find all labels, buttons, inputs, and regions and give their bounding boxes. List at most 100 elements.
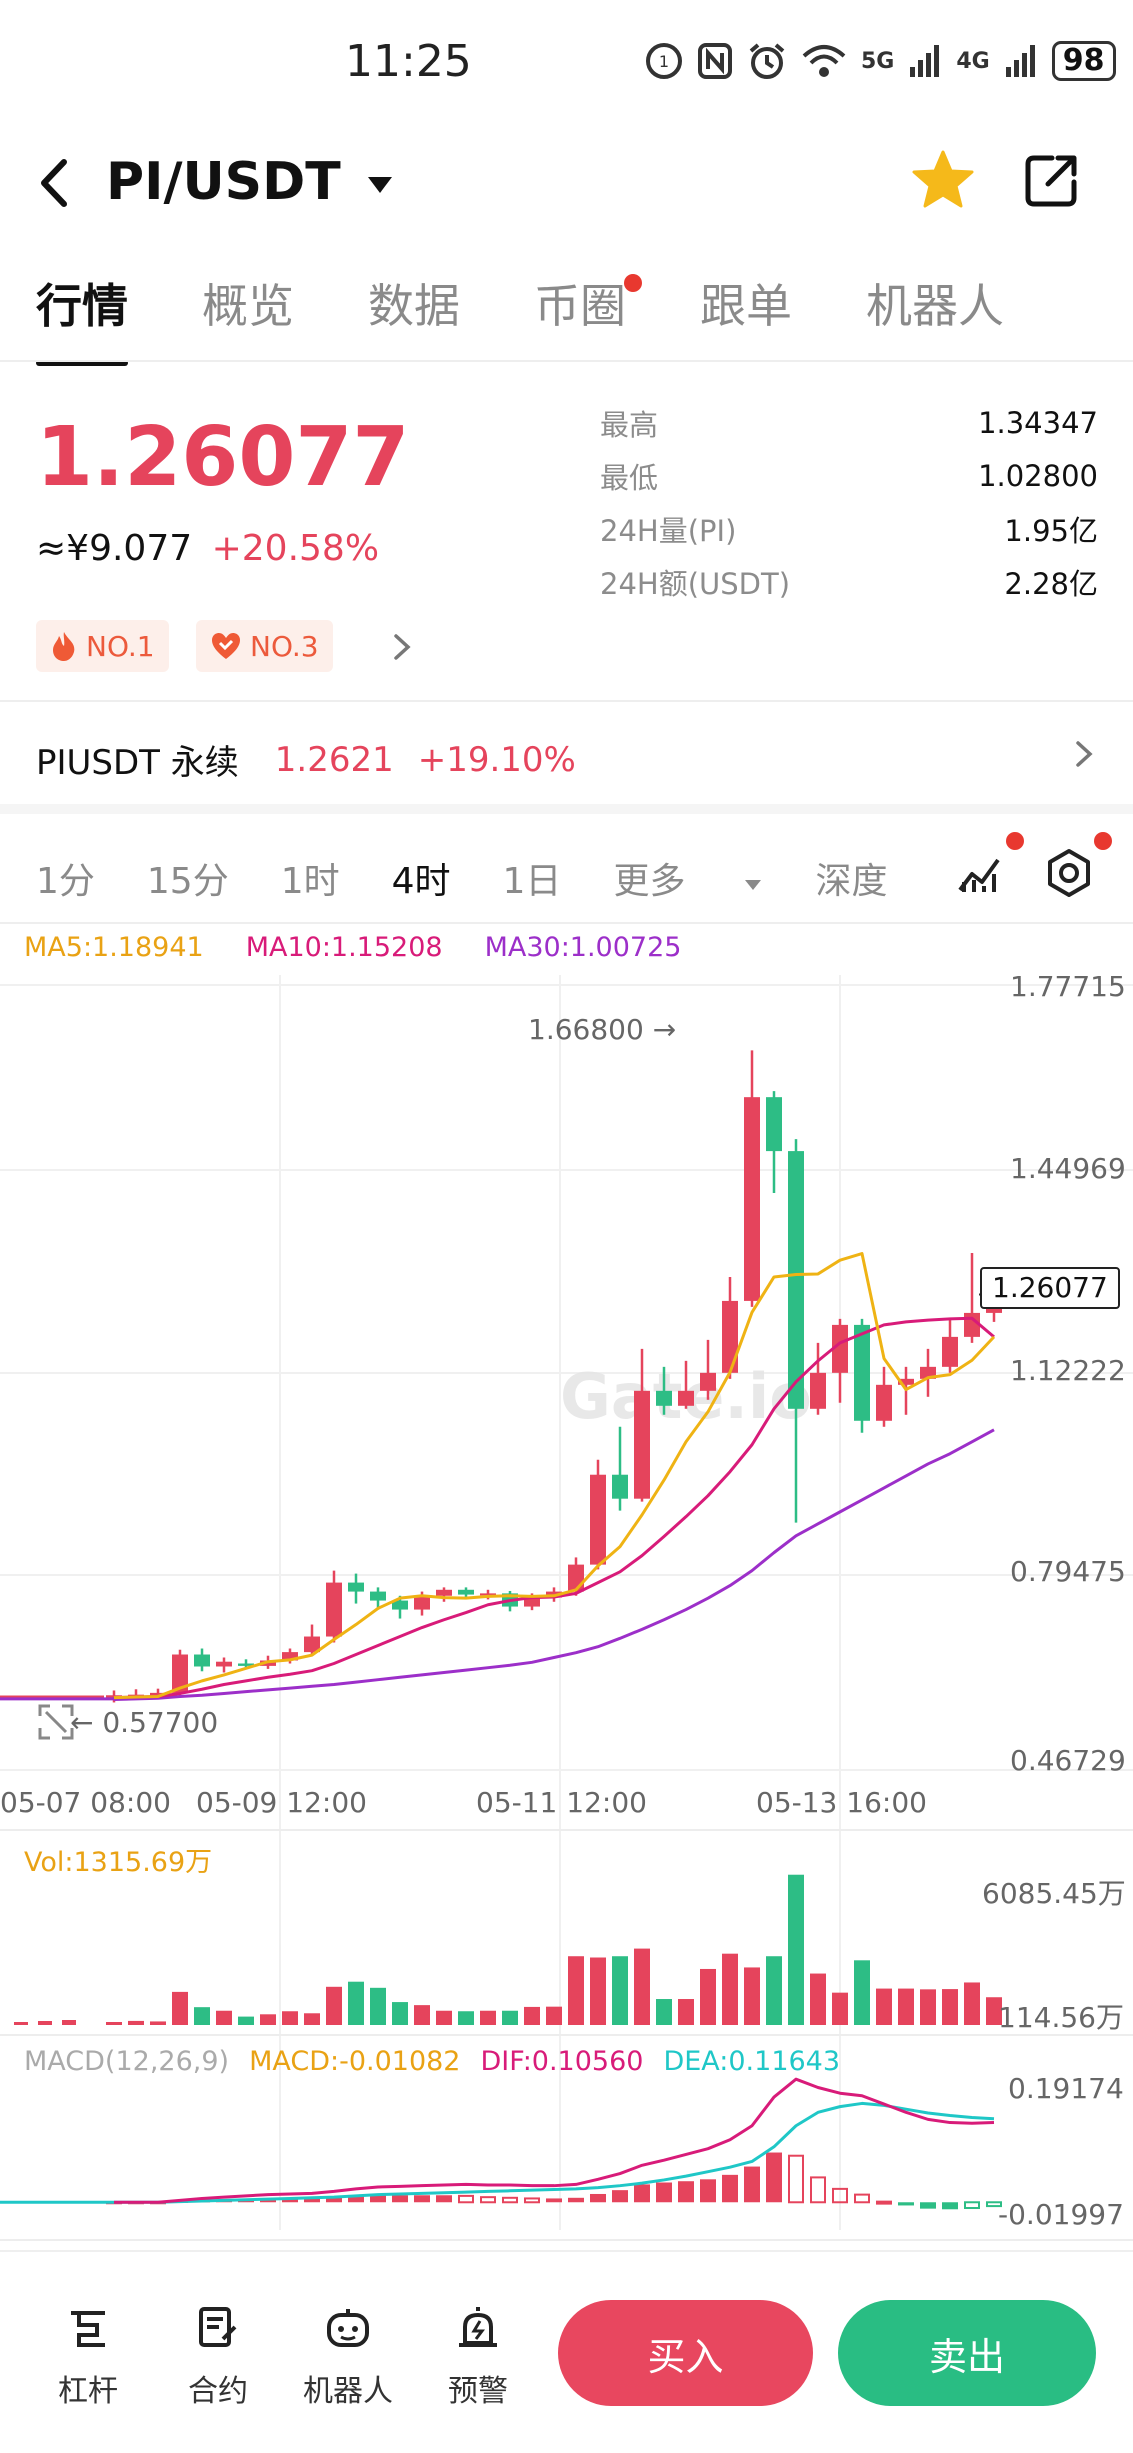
status-time: 11:25 [345,36,472,87]
fire-icon [53,632,75,661]
macd-bar [766,2152,782,2203]
buy-button[interactable]: 买入 [558,2300,813,2406]
fullscreen-icon[interactable] [36,1702,76,1742]
nav-alert[interactable]: 预警 [418,2300,538,2410]
interval-15m[interactable]: 15分 [146,861,229,902]
sell-button[interactable]: 卖出 [838,2300,1096,2406]
volume-bar [502,2010,518,2025]
candle-body [348,1582,364,1592]
network-4g-label: 4G [956,48,990,74]
section-divider [0,700,1133,702]
ma30-line [113,1428,995,1701]
candle-body [458,1589,474,1595]
rank-badge-fav[interactable]: NO.3 [196,620,333,672]
interval-1m[interactable]: 1分 [36,861,95,902]
chevron-right-icon[interactable] [390,630,414,664]
volume-bar [260,2014,276,2025]
volume-bar [700,1968,716,2025]
volume-bar [612,1956,628,2025]
tab-community-label: 币圈 [534,279,626,333]
volume-bar [458,2011,474,2025]
macd-bar [458,2194,474,2204]
volume-bar [964,1982,980,2025]
tab-copy-trading-label: 跟单 [700,279,792,333]
pair-title[interactable]: PI/USDT [106,152,395,212]
price-tick-2: 1.44969 [1010,1152,1126,1185]
star-icon[interactable] [910,148,976,212]
candle-body [788,1151,804,1409]
interval-depth[interactable]: 深度 [815,861,888,902]
candle-body [832,1324,848,1373]
settings-icon[interactable] [1044,848,1094,898]
volume-bar [62,2020,76,2025]
candle-body [216,1661,232,1667]
low-mark-label: ← 0.57700 [70,1706,219,1739]
share-icon[interactable] [1022,150,1082,210]
macd-bar [304,2198,320,2203]
dif-line [114,2077,995,2204]
tab-overview[interactable]: 概览 [202,270,294,336]
macd-bar [700,2179,716,2203]
tab-bot[interactable]: 机器人 [866,270,1004,336]
macd-max-label: 0.19174 [1008,2072,1124,2105]
dea-value: DEA:0.11643 [663,2046,841,2077]
nav-robot[interactable]: 机器人 [288,2300,408,2410]
volume-bar [282,2011,298,2025]
nav-robot-label: 机器人 [303,2374,393,2409]
volume-bar [348,1981,364,2025]
indicator-icon[interactable] [956,848,1004,896]
candle-body [480,1593,496,1596]
volume-bar [546,2006,562,2025]
back-arrow-icon[interactable] [34,156,74,210]
nav-leverage[interactable]: 杠杆 [28,2300,148,2410]
tab-copy-trading[interactable]: 跟单 [700,270,792,336]
interval-divider [0,922,1133,924]
candles [0,1050,1002,1703]
candle-body [590,1474,606,1565]
perpetual-price: 1.2621 [274,739,394,780]
ma30-value: MA30:1.00725 [484,932,682,963]
macd-bar [678,2181,694,2203]
volume-max-label: 6085.45万 [982,1877,1126,1910]
candle-body [436,1589,452,1596]
interval-1h[interactable]: 1时 [280,861,340,902]
indicator-dot [1006,832,1024,850]
interval-more[interactable]: 更多 [613,852,763,904]
rank-badge-hot[interactable]: NO.1 [36,620,169,672]
volume-bar [678,1999,694,2025]
interval-1d[interactable]: 1日 [502,861,562,902]
candle-body [898,1378,914,1385]
macd-chart [0,2077,1002,2210]
price-chart[interactable]: Gate.io [0,0,1133,2250]
perpetual-row[interactable]: PIUSDT 永续 1.2621 +19.10% [36,735,576,784]
candle-body [612,1474,628,1499]
volume-bar [568,1956,584,2025]
candle-body [414,1595,430,1610]
volume-bar [238,2016,254,2025]
macd-bar [436,2195,452,2203]
candle-body [172,1654,188,1693]
macd-bar [524,2197,540,2204]
stat-volume-label: 24H量(PI) [600,513,737,548]
volume-bar [14,2022,28,2025]
tab-market[interactable]: 行情 [36,270,128,366]
macd-bar [876,2200,892,2205]
tab-data[interactable]: 数据 [368,270,460,336]
tab-community[interactable]: 币圈 [534,270,642,336]
more-caret-icon [745,880,762,890]
perpetual-chevron-icon[interactable] [1072,737,1096,771]
time-label-2: 05-09 12:00 [196,1786,367,1819]
battery-level: 98 [1051,41,1116,81]
macd-bar [964,2201,980,2210]
cny-price: ≈¥9.077 [36,528,193,569]
heart-icon [212,633,240,659]
rank-badge-hot-label: NO.1 [86,629,155,663]
ma-lines [0,1252,996,1701]
macd-bar [326,2197,342,2203]
candle-body [854,1324,870,1421]
interval-4h[interactable]: 4时 [391,861,451,902]
rank-badge-fav-label: NO.3 [250,629,319,663]
last-price: 1.26077 [36,410,410,505]
nav-contract[interactable]: 合约 [158,2300,278,2410]
macd-bar [282,2198,298,2203]
